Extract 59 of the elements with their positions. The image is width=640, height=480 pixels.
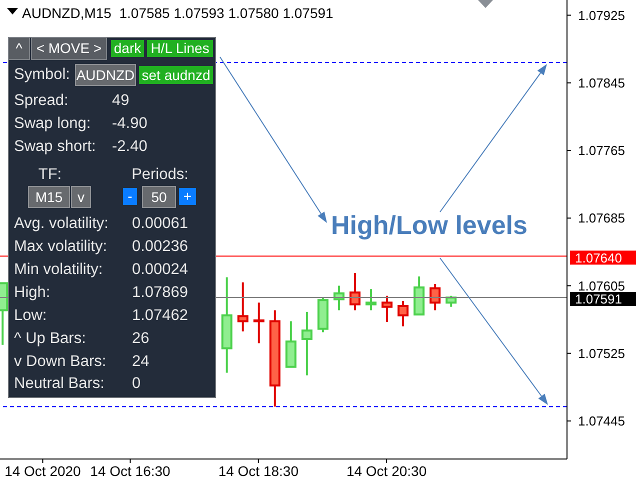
candlestick	[253, 302, 264, 344]
candlestick	[237, 281, 248, 332]
annotation: High:	[14, 283, 50, 303]
y-tick-label: 1.07845	[578, 75, 625, 90]
annotation: Periods:	[130, 165, 190, 185]
annotation: -2.40	[112, 137, 148, 157]
button: -	[123, 188, 137, 205]
button: < MOVE >	[31, 37, 107, 60]
annotation: 1.07869	[132, 283, 188, 303]
button: v	[71, 186, 91, 208]
y-tick-label: 1.07605	[578, 278, 625, 294]
button: set audnzd	[139, 66, 213, 84]
annotation: 0	[132, 374, 141, 394]
y-tick-label: 1.07525	[578, 346, 625, 361]
annotation: Swap long:	[14, 114, 91, 134]
candlestick	[382, 294, 393, 324]
ref-line-label: 1.07591	[575, 292, 622, 307]
x-tick-label: 14 Oct 2020	[4, 463, 82, 480]
x-tick-label: 14 Oct 16:30	[90, 463, 171, 480]
annotation: TF:	[37, 165, 63, 185]
x-tick-label: 14 Oct 20:30	[346, 463, 427, 480]
button: 50	[142, 186, 176, 208]
annotation: 26	[132, 329, 150, 349]
x-tick-label: 14 Oct 18:30	[218, 463, 299, 480]
y-tick-label: 1.07765	[578, 143, 625, 158]
button: H/L Lines	[147, 40, 213, 57]
candlestick	[398, 300, 409, 328]
annotation: Avg. volatility:	[14, 214, 108, 234]
chart-title: AUDNZD,M15 1.07585 1.07593 1.07580 1.07591	[22, 4, 334, 22]
button: ^	[8, 37, 30, 60]
annotation: High/Low levels	[331, 209, 528, 242]
candlestick	[366, 288, 377, 312]
y-tick-label: 1.07685	[578, 210, 625, 226]
annotation: 0.00024	[132, 260, 188, 280]
annotation: Symbol:	[14, 65, 70, 85]
annotation: Neutral Bars:	[14, 374, 104, 394]
y-tick-label: 1.07925	[578, 8, 625, 23]
annotation: 1.07462	[132, 306, 188, 326]
button: AUDNZD	[75, 64, 136, 86]
annotation: 0.00236	[132, 237, 188, 257]
annotation: 0.00061	[132, 214, 188, 234]
annotation: -4.90	[112, 114, 148, 134]
button: +	[179, 188, 196, 205]
annotation: Low:	[14, 306, 47, 326]
annotation: Max volatility:	[14, 237, 108, 257]
annotation: Min volatility:	[14, 260, 103, 280]
annotation: Spread:	[14, 91, 68, 111]
annotation: v Down Bars:	[14, 352, 106, 372]
button: dark	[111, 40, 144, 57]
ref-line-label: 1.07640	[575, 250, 622, 266]
annotation: ^ Up Bars:	[14, 329, 86, 349]
annotation: 24	[132, 352, 150, 372]
candlestick	[301, 310, 312, 376]
candlestick	[350, 272, 360, 312]
y-tick-label: 1.07445	[578, 414, 625, 429]
button: M15	[28, 186, 70, 208]
annotation: Swap short:	[14, 137, 96, 157]
annotation: 49	[112, 91, 130, 111]
candlestick	[430, 283, 441, 312]
